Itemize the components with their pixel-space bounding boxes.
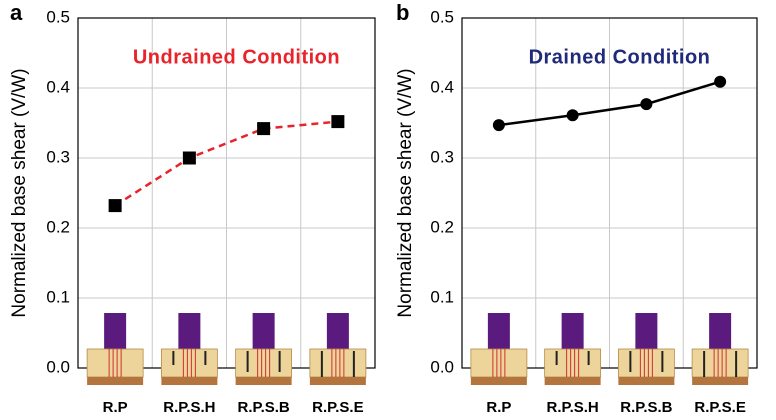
soil [544, 348, 602, 378]
y-tick-label: 0.2 [46, 217, 70, 236]
y-tick-label: 0.3 [46, 147, 70, 166]
pile-cap [178, 313, 201, 349]
y-tick-label: 0.0 [46, 357, 70, 376]
y-axis-label: Normalized base shear (V/W) [9, 68, 30, 317]
x-tick-label: R.P [103, 399, 128, 416]
y-axis-label: Normalized base shear (V/W) [395, 68, 416, 317]
marker [640, 98, 653, 111]
soil-base [87, 377, 144, 385]
plot-frame [77, 17, 376, 369]
marker [566, 109, 579, 122]
y-tick-label: 0.5 [46, 7, 70, 26]
y-tick-label: 0.4 [430, 77, 454, 96]
y-tick-label: 0.3 [430, 147, 454, 166]
soil [160, 348, 218, 378]
y-tick-label: 0.2 [430, 217, 454, 236]
x-tick-label: R.P [486, 399, 511, 416]
x-tick-label: R.P.S.H [547, 399, 599, 416]
y-tick-label: 0.1 [430, 287, 454, 306]
marker [714, 75, 727, 88]
y-tick-label: 0.5 [430, 7, 454, 26]
pile-cap [104, 313, 127, 349]
series-line [114, 120, 338, 207]
panel-label: b [396, 0, 409, 25]
soil-base [618, 377, 675, 385]
soil [617, 348, 675, 378]
pile-cap [561, 313, 584, 349]
pile-cap [487, 313, 510, 349]
pile-cap [252, 313, 275, 349]
soil-base [309, 377, 366, 385]
soil-base [544, 377, 601, 385]
pile-cap [326, 313, 349, 349]
annotation: Undrained Condition [133, 46, 340, 68]
pile-cap [709, 313, 732, 349]
soil [235, 348, 293, 378]
marker [257, 122, 271, 136]
soil-base [235, 377, 292, 385]
x-tick-label: R.P.S.B [238, 399, 290, 416]
series-line [498, 80, 721, 127]
x-tick-label: R.P.S.E [694, 399, 745, 416]
marker [492, 119, 505, 132]
soil [691, 348, 749, 378]
soil [470, 348, 528, 378]
soil [86, 348, 144, 378]
x-tick-label: R.P.S.B [620, 399, 672, 416]
panel-label: a [10, 0, 23, 25]
marker [331, 115, 345, 129]
soil-base [161, 377, 218, 385]
annotation: Drained Condition [529, 46, 711, 68]
soil [309, 348, 367, 378]
y-tick-label: 0.0 [430, 357, 454, 376]
soil-base [470, 377, 527, 385]
marker [182, 151, 196, 165]
x-tick-label: R.P.S.H [163, 399, 215, 416]
pile-cap [635, 313, 658, 349]
soil-base [692, 377, 749, 385]
marker [108, 199, 122, 213]
plot-frame [461, 17, 758, 369]
y-tick-label: 0.1 [46, 287, 70, 306]
y-tick-label: 0.4 [46, 77, 70, 96]
x-tick-label: R.P.S.E [312, 399, 363, 416]
